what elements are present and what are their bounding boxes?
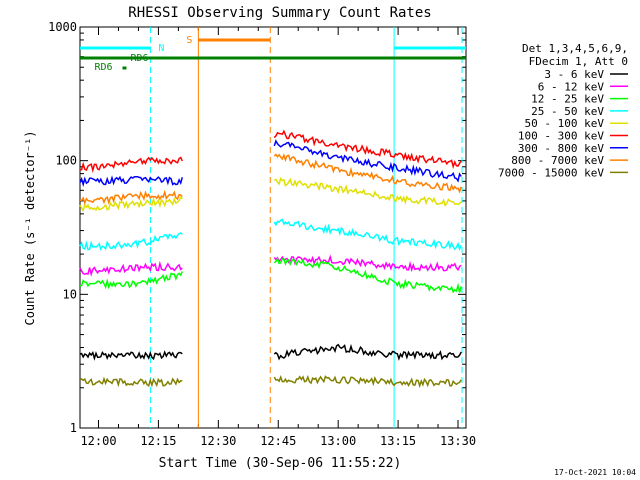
series-line	[79, 376, 183, 388]
x-tick-label: 12:30	[200, 434, 236, 448]
saa-label: N	[158, 43, 164, 54]
series-line	[273, 374, 462, 389]
legend-label: 3 - 6 keV	[544, 68, 604, 81]
series-line	[79, 271, 183, 290]
series-line	[79, 189, 183, 206]
series-6-12-kev	[79, 254, 462, 277]
legend-label: 25 - 50 keV	[531, 105, 604, 118]
y-tick-label: 100	[55, 154, 77, 168]
series-50-100-kev	[79, 176, 462, 213]
x-tick-label: 13:30	[440, 434, 476, 448]
series-line	[273, 254, 462, 273]
series-300-800-kev	[79, 139, 462, 188]
series-line	[273, 129, 462, 170]
legend-label: 7000 - 15000 keV	[498, 166, 604, 179]
series-line	[273, 176, 462, 208]
x-tick-label: 13:00	[320, 434, 356, 448]
chart-title: RHESSI Observing Summary Count Rates	[128, 5, 431, 21]
legend-label: 6 - 12 keV	[538, 80, 605, 93]
x-axis-label: Start Time (30-Sep-06 11:55:22)	[159, 456, 402, 471]
series-line	[273, 153, 462, 194]
series-3-6-kev	[79, 343, 462, 361]
series-100-300-kev	[79, 129, 462, 174]
y-axis-label: Count Rate (s⁻¹ detector⁻¹)	[23, 130, 37, 325]
series-line	[79, 156, 183, 174]
rd6-label: RD6	[130, 53, 148, 64]
series-line	[273, 257, 462, 294]
series-line	[273, 218, 462, 252]
plot-frame	[79, 26, 467, 429]
plot-area: 1 10 100 1000 12:00 12:15 12:30 12:45 13:00 13:15…	[48, 20, 476, 448]
x-tick-label: 12:00	[80, 434, 116, 448]
series-12-25-kev	[79, 257, 462, 294]
y-tick-label: 1000	[48, 20, 77, 34]
series-line	[273, 139, 462, 183]
y-tick-label: 1	[70, 421, 77, 435]
legend-header-line-1: Det 1,3,4,5,6,9,	[522, 42, 628, 55]
legend-label: 800 - 7000 keV	[511, 154, 604, 167]
legend-label: 50 - 100 keV	[525, 117, 605, 130]
y-tick-label: 10	[63, 287, 77, 301]
x-tick-label: 12:45	[260, 434, 296, 448]
series-line	[79, 196, 183, 213]
timestamp: 17-Oct-2021 10:04	[554, 468, 636, 477]
series-25-50-kev	[79, 218, 462, 252]
series-800-7000-kev	[79, 153, 462, 206]
x-tick-label: 13:15	[380, 434, 416, 448]
series-7000-15000-kev	[79, 374, 462, 389]
rd6-label: RD6	[95, 62, 113, 73]
legend-header-line-2: FDecim 1, Att 0	[529, 55, 628, 68]
legend-label: 300 - 800 keV	[518, 142, 604, 155]
series-line	[273, 343, 462, 361]
series-line	[79, 232, 183, 251]
legend-label: 12 - 25 keV	[531, 93, 604, 106]
series-line	[79, 350, 183, 361]
x-tick-label: 12:15	[140, 434, 176, 448]
series-line	[79, 260, 183, 277]
shadow-label: S	[186, 35, 192, 46]
series-line	[79, 175, 184, 188]
legend-label: 100 - 300 keV	[518, 130, 604, 143]
